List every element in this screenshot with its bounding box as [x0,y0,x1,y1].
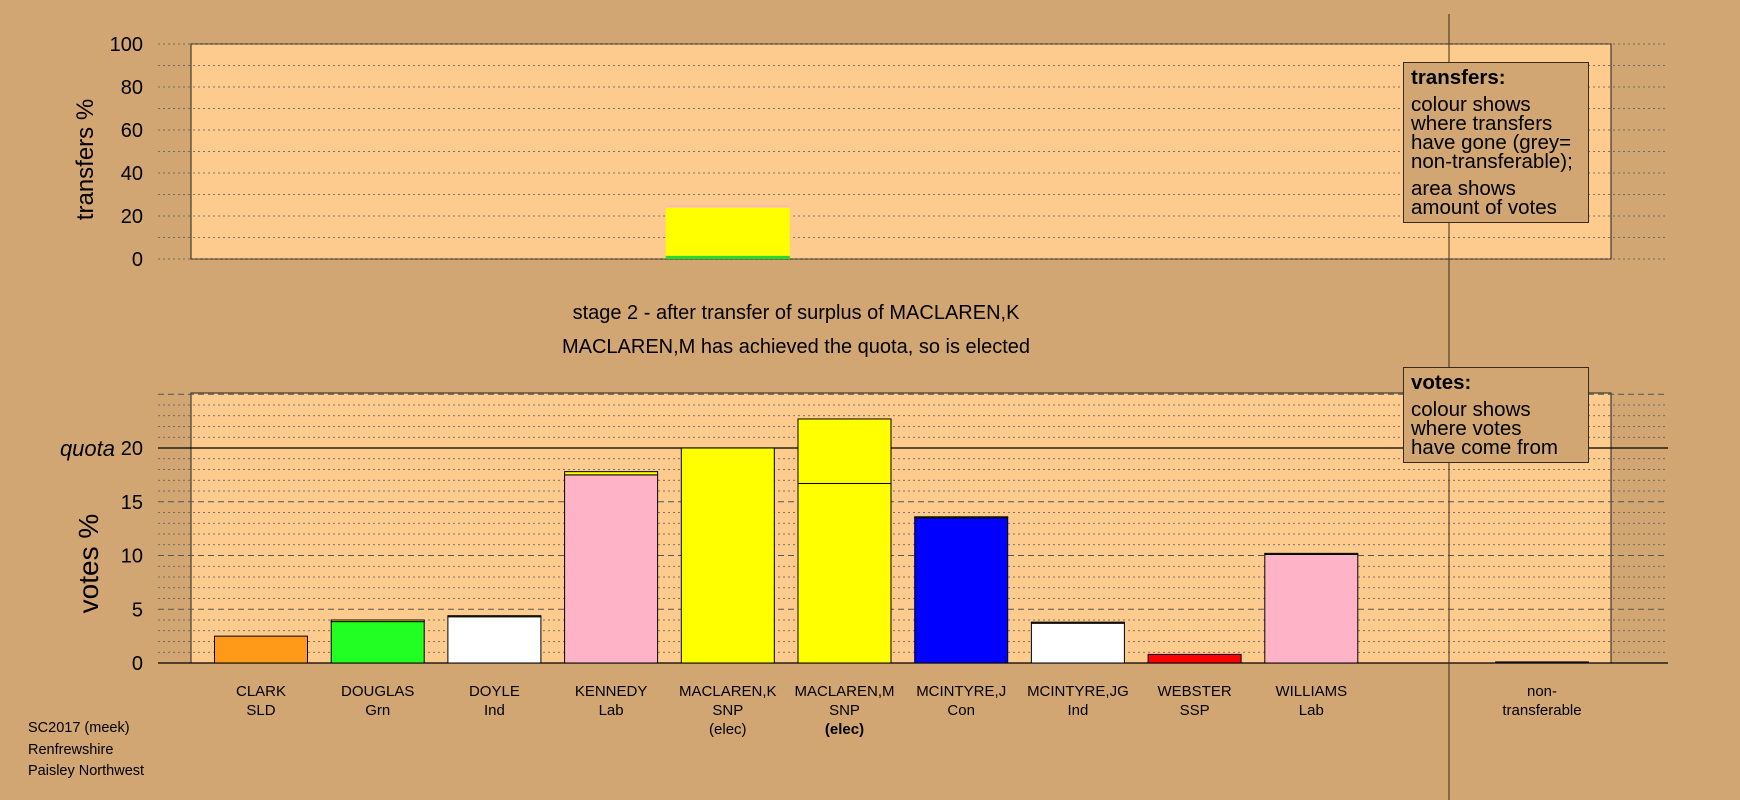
votes-y-tick-label: 10 [121,546,143,568]
votes-legend-line: have come from [1411,436,1558,459]
vote-bar-segment [447,615,542,618]
transfers-y-tick-label: 100 [110,34,143,56]
votes-y-tick-label: 20 [121,438,143,460]
votes-legend-line: where votes [1411,417,1522,440]
votes-legend: votes: colour shows where votes have com… [1403,367,1589,463]
vote-bar-segment [1030,621,1125,624]
votes-y-axis-label: votes % [73,514,104,614]
votes-y-tick-label: 15 [121,492,143,514]
vote-bar-segment [1495,661,1589,664]
vote-bar-segment [797,482,892,664]
candidate-status-label: (elec) [825,721,864,738]
candidate-party-label: SSP [1180,702,1210,719]
transfers-y-tick-label: 40 [121,163,143,185]
candidate-party-label: Ind [484,702,505,719]
vote-bar-segment [1147,653,1242,664]
transfers-legend: transfers: colour shows where transfers … [1403,62,1589,223]
candidate-name-label: non- [1527,683,1557,700]
transfers-legend-line: where transfers [1411,112,1553,135]
candidate-name-label: DOYLE [469,683,520,700]
votes-legend-line: colour shows [1411,398,1531,421]
candidate-party-label: Con [947,702,975,719]
votes-y-tick-label: 0 [132,653,143,675]
transfer-bar-segment [665,207,790,256]
vote-bar-segment [564,474,659,664]
candidate-name-label: DOUGLAS [341,683,414,700]
transfers-y-tick-label: 0 [132,249,143,271]
transfers-legend-line: area shows [1411,177,1516,200]
elected-note: MACLAREN,M has achieved the quota, so is… [562,336,1030,358]
transfers-legend-line: colour shows [1411,93,1531,116]
transfer-bar-segment [665,205,790,208]
transfers-y-tick-label: 20 [121,206,143,228]
transfers-y-tick-label: 80 [121,77,143,99]
candidate-name-label: MACLAREN,K [679,683,777,700]
vote-bar-segment [330,619,425,623]
vote-bar-segment [1264,552,1359,555]
transfers-legend-title: transfers: [1411,66,1506,89]
transfers-y-axis-label: transfers % [72,99,99,220]
credit-council: Renfrewshire [28,741,114,758]
candidate-name-label: MACLAREN,M [794,683,894,700]
candidate-name-label: WEBSTER [1158,683,1232,700]
votes-legend-title: votes: [1411,371,1472,394]
candidate-party-label: transferable [1502,702,1581,719]
candidate-name-label: MCINTYRE,J [916,683,1006,700]
quota-label: quota [60,436,115,461]
vote-bar-segment [564,471,659,476]
candidate-name-label: KENNEDY [575,683,648,700]
candidate-party-label: SNP [829,702,860,719]
vote-bar-segment [680,447,775,664]
credit-election: SC2017 (meek) [28,720,130,736]
candidate-party-label: SLD [246,702,275,719]
vote-bar-segment [1030,622,1125,664]
transfers-legend-line: non-transferable); [1411,150,1573,173]
credit-block: SC2017 (meek) Renfrewshire Paisley North… [28,718,144,783]
transfers-legend-line: have gone (grey= [1411,131,1572,154]
transfers-legend-line: amount of votes [1411,196,1557,219]
candidate-party-label: Grn [365,702,390,719]
candidate-party-label: Ind [1067,702,1088,719]
candidate-name-label: CLARK [236,683,286,700]
credit-ward: Paisley Northwest [28,763,145,779]
candidate-party-label: Lab [1299,702,1324,719]
transfer-bar-segment [665,255,790,259]
vote-bar-segment [914,517,1009,664]
vote-bar-segment [330,621,425,664]
vote-bar-segment [1264,553,1359,664]
votes-y-tick-label: 5 [132,599,143,621]
vote-bar-segment [797,418,892,484]
vote-bar-segment [447,616,542,664]
vote-bar-segment [914,516,1009,519]
transfers-y-tick-label: 60 [121,120,143,142]
vote-bar-segment [214,635,308,664]
candidate-party-label: SNP [712,702,743,719]
candidate-status-label: (elec) [709,721,747,738]
candidate-name-label: MCINTYRE,JG [1027,683,1129,700]
stage-description: stage 2 - after transfer of surplus of M… [573,302,1021,324]
candidate-name-label: WILLIAMS [1275,683,1347,700]
candidate-party-label: Lab [599,702,624,719]
votes-plot-area [190,392,1612,664]
